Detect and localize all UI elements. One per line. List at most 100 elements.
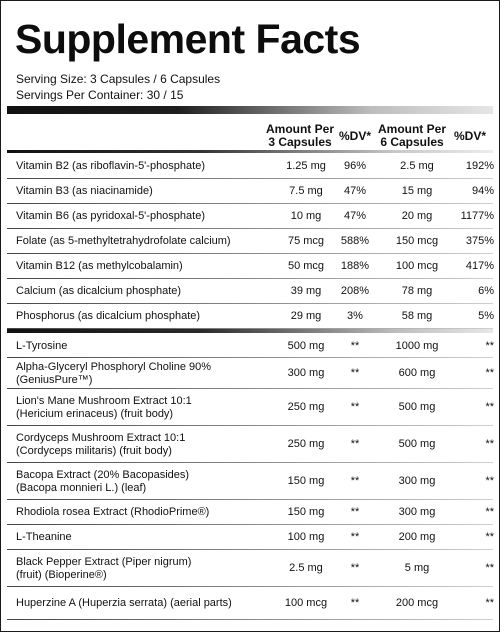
nutrient-name: Rhodiola rosea Extract (RhodioPrime®) [16, 506, 266, 519]
dv-3-capsules: 188% [340, 260, 370, 272]
dv-3-capsules: ** [350, 401, 360, 413]
dv-6-capsules: 375% [465, 235, 494, 247]
dv-3-capsules: 47% [343, 185, 367, 197]
dv-6-capsules: 417% [465, 260, 494, 272]
dv-6-capsules: ** [485, 531, 494, 543]
header-dv-6-capsules: %DV* [453, 129, 486, 143]
dv-6-capsules: ** [485, 367, 494, 379]
table-row: Lion's Mane Mushroom Extract 10:1 (Herici… [7, 389, 494, 426]
dv-3-capsules: ** [350, 340, 360, 352]
nutrient-name-line: Rhodiola rosea Extract (RhodioPrime®) [16, 506, 210, 518]
nutrient-name: Vitamin B6 (as pyridoxal-5'-phosphate) [16, 210, 266, 223]
dv-6-capsules: ** [485, 597, 494, 609]
amount-6-capsules: 20 mg [401, 210, 433, 222]
serving-size: Serving Size: 3 Capsules / 6 Capsules [16, 72, 221, 86]
dv-3-capsules: ** [350, 438, 360, 450]
nutrient-name-line: Bacopa Extract (20% Bacopasides) [16, 469, 190, 481]
row-divider [7, 253, 493, 254]
amount-3-capsules: 29 mg [290, 310, 322, 322]
amount-3-capsules: 150 mg [287, 506, 325, 518]
nutrient-name-line: Vitamin B2 (as riboflavin-5'-phosphate) [16, 160, 205, 172]
amount-3-capsules: 100 mg [287, 531, 325, 543]
row-divider [7, 228, 493, 229]
amount-3-capsules: 300 mg [287, 367, 325, 379]
table-row: Vitamin B2 (as riboflavin-5'-phosphate) 1… [7, 154, 494, 179]
nutrient-name-line: Phosphorus (as dicalcium phosphate) [16, 310, 201, 322]
dv-3-capsules: 588% [340, 235, 370, 247]
row-divider [7, 499, 493, 500]
amount-6-capsules: 500 mg [398, 401, 436, 413]
amount-6-capsules: 100 mcg [395, 260, 439, 272]
amount-6-capsules: 200 mcg [395, 597, 439, 609]
amount-3-capsules: 10 mg [290, 210, 322, 222]
amount-3-capsules: 500 mg [287, 340, 325, 352]
table-row: Vitamin B3 (as niacinamide) 7.5 mg 47% 15 m… [7, 179, 494, 204]
nutrient-name: Black Pepper Extract (Piper nigrum) (frui… [16, 556, 266, 582]
table-row: Rhodiola rosea Extract (RhodioPrime®) 150… [7, 500, 494, 525]
dv-3-capsules: ** [350, 367, 360, 379]
nutrient-name: Calcium (as dicalcium phosphate) [16, 285, 266, 298]
row-divider [7, 178, 493, 179]
nutrient-name-line: Black Pepper Extract (Piper nigrum) [16, 556, 192, 568]
nutrient-name: Alpha-Glyceryl Phosphoryl Choline 90% (Ge… [16, 361, 266, 387]
nutrient-name: L-Tyrosine [16, 340, 266, 353]
table-row: Bacopa Extract (20% Bacopasides) (Bacopa … [7, 463, 494, 500]
amount-3-capsules: 39 mg [290, 285, 322, 297]
amount-3-capsules: 1.25 mg [286, 160, 326, 172]
nutrient-name-line: L-Tyrosine [16, 340, 68, 352]
dv-6-capsules: 5% [478, 310, 494, 322]
dv-6-capsules: ** [485, 401, 494, 413]
table-row: Huperzine A (Huperzia serrata) (aerial p… [7, 587, 494, 620]
amount-6-capsules: 58 mg [401, 310, 433, 322]
dv-6-capsules: ** [485, 475, 494, 487]
amount-6-capsules: 150 mcg [395, 235, 439, 247]
table-row: Calcium (as dicalcium phosphate) 39 mg 208… [7, 279, 494, 304]
amount-3-capsules: 250 mg [287, 401, 325, 413]
table-row: Phosphorus (as dicalcium phosphate) 29 mg… [7, 304, 494, 329]
row-divider [7, 586, 493, 587]
row-divider [7, 278, 493, 279]
amount-6-capsules: 500 mg [398, 438, 436, 450]
row-divider [7, 203, 493, 204]
row-divider [7, 549, 493, 550]
nutrient-name-line-2: (GeniusPure™) [16, 374, 93, 386]
amount-3-capsules: 2.5 mg [289, 562, 323, 574]
dv-6-capsules: 192% [465, 160, 494, 172]
dv-3-capsules: 3% [347, 310, 363, 322]
amount-6-capsules: 300 mg [398, 506, 436, 518]
nutrient-name-line: Calcium (as dicalcium phosphate) [16, 285, 182, 297]
nutrient-name-line: Vitamin B3 (as niacinamide) [16, 185, 153, 197]
nutrient-name-line: Vitamin B6 (as pyridoxal-5'-phosphate) [16, 210, 205, 222]
table-row: Folate (as 5-methyltetrahydrofolate calc… [7, 229, 494, 254]
nutrient-name-line-2: (Bacopa monnieri L.) (leaf) [16, 482, 147, 494]
dv-3-capsules: 47% [343, 210, 367, 222]
nutrient-name: L-Theanine [16, 531, 266, 544]
dv-6-capsules: ** [485, 340, 494, 352]
nutrient-name-line: Cordyceps Mushroom Extract 10:1 [16, 432, 186, 444]
section-divider [7, 329, 493, 333]
row-divider [7, 357, 493, 358]
nutrient-name: Vitamin B12 (as methylcobalamin) [16, 260, 266, 273]
amount-6-capsules: 2.5 mg [400, 160, 434, 172]
dv-3-capsules: ** [350, 562, 360, 574]
panel-title: Supplement Facts [15, 16, 361, 62]
amount-6-capsules: 5 mg [404, 562, 430, 574]
amount-3-capsules: 50 mcg [287, 260, 325, 272]
table-row: Vitamin B12 (as methylcobalamin) 50 mcg 18… [7, 254, 494, 279]
row-divider [7, 619, 493, 620]
nutrient-name-line: Alpha-Glyceryl Phosphoryl Choline 90% [16, 361, 212, 373]
nutrient-name-line-2: (Hericium erinaceus) (fruit body) [16, 408, 174, 420]
dv-3-capsules: ** [350, 531, 360, 543]
amount-6-capsules: 1000 mg [395, 340, 439, 352]
nutrient-name: Phosphorus (as dicalcium phosphate) [16, 310, 266, 323]
dv-3-capsules: ** [350, 475, 360, 487]
dv-6-capsules: 6% [478, 285, 494, 297]
amount-3-capsules: 7.5 mg [289, 185, 323, 197]
header-amount-3-capsules: Amount Per 3 Capsules [265, 122, 334, 149]
row-divider [7, 328, 493, 329]
nutrient-name: Huperzine A (Huperzia serrata) (aerial p… [16, 597, 266, 610]
amount-3-capsules: 100 mcg [284, 597, 328, 609]
row-divider [7, 388, 493, 389]
table-row: Black Pepper Extract (Piper nigrum) (frui… [7, 550, 494, 587]
row-divider [7, 524, 493, 525]
